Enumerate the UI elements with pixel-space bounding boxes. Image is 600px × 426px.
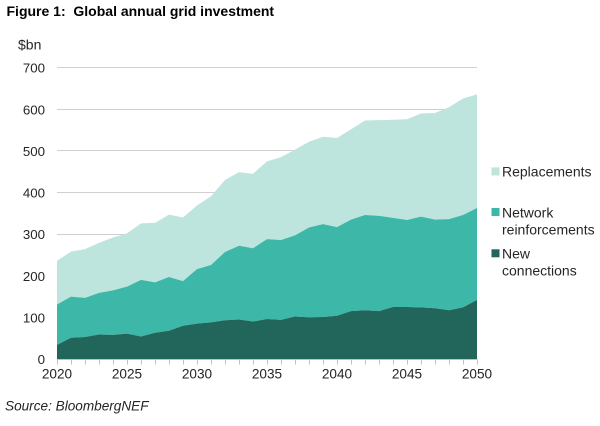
svg-text:Source: BloombergNEF: Source: BloombergNEF xyxy=(5,399,149,414)
svg-text:2035: 2035 xyxy=(252,366,282,381)
svg-text:Replacements: Replacements xyxy=(502,164,592,180)
svg-text:$bn: $bn xyxy=(18,36,41,52)
svg-text:2045: 2045 xyxy=(392,366,422,381)
svg-text:2020: 2020 xyxy=(42,366,73,381)
svg-text:New: New xyxy=(502,246,531,262)
svg-text:100: 100 xyxy=(23,310,45,325)
svg-text:2025: 2025 xyxy=(112,366,142,381)
svg-text:Figure 1: Global annual grid: Figure 1: Global annual grid investment xyxy=(7,3,275,19)
svg-text:reinforcements: reinforcements xyxy=(502,222,595,238)
svg-text:500: 500 xyxy=(23,144,45,159)
svg-text:200: 200 xyxy=(23,269,45,284)
svg-text:Network: Network xyxy=(502,205,554,221)
svg-text:400: 400 xyxy=(23,186,45,201)
svg-text:connections: connections xyxy=(502,263,577,279)
svg-text:600: 600 xyxy=(23,102,45,117)
svg-text:300: 300 xyxy=(23,227,45,242)
svg-text:2030: 2030 xyxy=(182,366,213,381)
svg-text:2050: 2050 xyxy=(462,366,493,381)
svg-text:0: 0 xyxy=(38,352,45,367)
svg-text:2040: 2040 xyxy=(322,366,353,381)
svg-text:700: 700 xyxy=(23,61,45,76)
